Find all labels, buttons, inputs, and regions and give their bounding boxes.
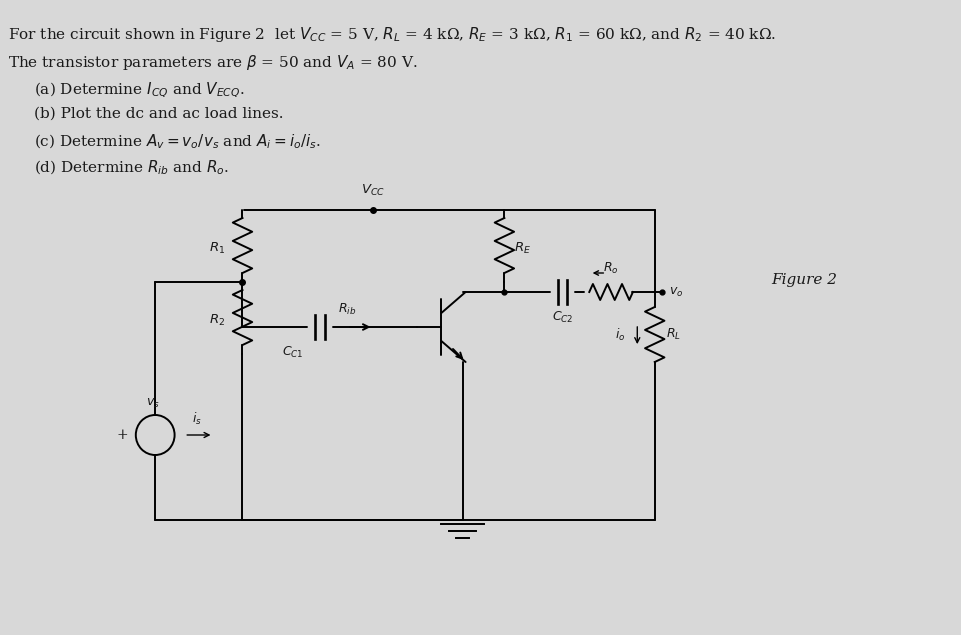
Text: $R_{ib}$: $R_{ib}$ [337, 302, 356, 317]
Text: $i_s$: $i_s$ [192, 411, 202, 427]
Text: $i_o$: $i_o$ [615, 327, 625, 343]
Text: $R_o$: $R_o$ [603, 261, 618, 276]
Text: $R_E$: $R_E$ [513, 241, 530, 255]
Text: $v_o$: $v_o$ [669, 286, 683, 298]
Text: $C_{C2}$: $C_{C2}$ [552, 310, 573, 325]
Text: The transistor parameters are $\beta$ = 50 and $V_A$ = 80 V.: The transistor parameters are $\beta$ = … [8, 53, 417, 72]
Text: $R_1$: $R_1$ [209, 241, 225, 255]
Text: (d) Determine $R_{ib}$ and $R_o$.: (d) Determine $R_{ib}$ and $R_o$. [34, 159, 229, 177]
Text: $V_{CC}$: $V_{CC}$ [361, 183, 385, 198]
Text: (a) Determine $I_{CQ}$ and $V_{ECQ}$.: (a) Determine $I_{CQ}$ and $V_{ECQ}$. [34, 81, 244, 100]
Text: (c) Determine $A_v = v_o / v_s$ and $A_i = i_o / i_s$.: (c) Determine $A_v = v_o / v_s$ and $A_i… [34, 133, 321, 151]
Text: $v_s$: $v_s$ [146, 397, 160, 410]
Text: $R_L$: $R_L$ [666, 326, 680, 342]
Text: $R_2$: $R_2$ [209, 312, 225, 328]
Text: $C_{C1}$: $C_{C1}$ [282, 345, 304, 360]
Text: For the circuit shown in Figure 2  let $V_{CC}$ = 5 V, $R_L$ = 4 kΩ, $R_E$ = 3 k: For the circuit shown in Figure 2 let $V… [8, 25, 776, 44]
Text: +: + [116, 428, 128, 442]
Text: Figure 2: Figure 2 [771, 273, 836, 287]
Text: (b) Plot the dc and ac load lines.: (b) Plot the dc and ac load lines. [34, 107, 283, 121]
